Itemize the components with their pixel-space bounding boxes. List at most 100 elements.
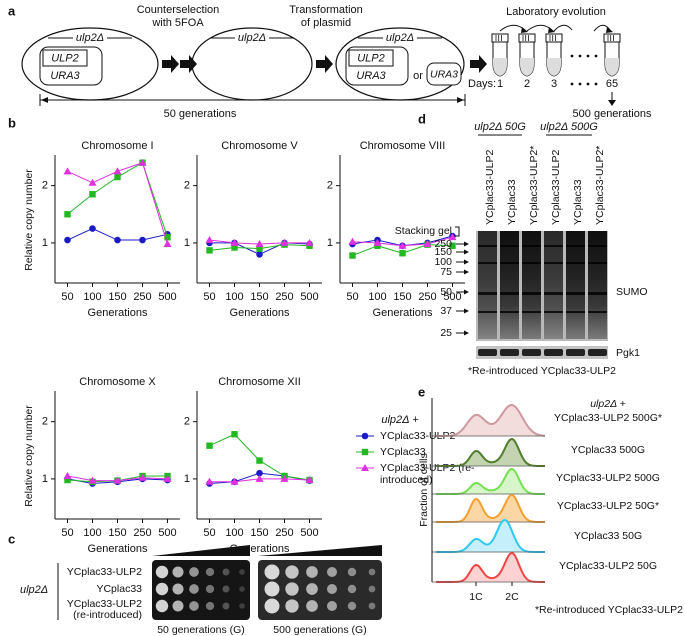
panel-label: c bbox=[8, 531, 15, 546]
point bbox=[63, 472, 72, 480]
culture bbox=[520, 58, 534, 76]
point bbox=[399, 250, 406, 257]
point bbox=[448, 233, 457, 241]
histogram-fill bbox=[436, 439, 545, 466]
size-marker: 100 bbox=[434, 256, 452, 268]
point bbox=[373, 238, 382, 246]
colony-spot bbox=[306, 566, 318, 578]
band bbox=[522, 262, 541, 264]
x-tick-label: 1C bbox=[469, 591, 483, 603]
band bbox=[544, 311, 563, 313]
step-label: Transformation bbox=[289, 4, 363, 16]
lane-signal bbox=[566, 231, 585, 339]
lane-signal bbox=[588, 231, 607, 339]
point bbox=[113, 167, 122, 175]
colony-spot bbox=[205, 601, 215, 611]
days-label: Days: bbox=[468, 78, 496, 90]
colony-spot bbox=[306, 600, 318, 612]
colony-spot bbox=[172, 600, 184, 612]
colony-spot bbox=[285, 599, 299, 613]
arrowhead bbox=[608, 100, 616, 106]
day: 2 bbox=[524, 78, 530, 90]
colony-spot bbox=[155, 599, 169, 613]
culture bbox=[493, 58, 507, 76]
arrowhead bbox=[457, 97, 464, 103]
histogram-curve bbox=[436, 551, 545, 583]
arrowhead bbox=[464, 249, 469, 255]
track-label: YCplac33-ULP2 500G* bbox=[554, 412, 662, 424]
y-tick-label: 2 bbox=[42, 180, 48, 192]
arrow bbox=[316, 55, 333, 73]
point bbox=[64, 476, 71, 484]
colony-spot bbox=[326, 600, 338, 612]
band bbox=[566, 311, 585, 313]
point bbox=[305, 238, 314, 246]
stacking-label: Stacking gel bbox=[395, 225, 452, 237]
legend-marker bbox=[361, 448, 369, 456]
point bbox=[449, 242, 456, 249]
point bbox=[256, 469, 263, 477]
y-tick-label: 2 bbox=[327, 180, 333, 192]
band bbox=[544, 292, 563, 295]
x-tick-label: 150 bbox=[393, 291, 411, 303]
colony-spot bbox=[239, 586, 245, 592]
track-label: YCplac33-ULP2 500G bbox=[556, 472, 660, 484]
chart-title: Chromosome X bbox=[79, 376, 156, 388]
point bbox=[205, 477, 214, 485]
track-label: YCplac33 50G bbox=[574, 530, 642, 542]
legend-marker bbox=[361, 464, 369, 471]
tube-cap bbox=[518, 33, 536, 43]
blot bbox=[476, 231, 608, 341]
histogram-curve bbox=[436, 493, 545, 523]
colony-spot bbox=[239, 603, 245, 609]
point bbox=[206, 247, 213, 254]
colony-spot bbox=[306, 583, 318, 595]
colony-spot bbox=[347, 584, 357, 594]
dot bbox=[570, 54, 574, 58]
colony-spot bbox=[239, 569, 245, 575]
point bbox=[114, 173, 121, 181]
loading-band bbox=[588, 349, 607, 356]
y-tick-label: 1 bbox=[42, 473, 48, 485]
colony-spot bbox=[368, 585, 376, 593]
band bbox=[588, 262, 607, 264]
y-axis-label: Relative copy number bbox=[23, 405, 35, 507]
loading-label: Pgk1 bbox=[616, 347, 640, 359]
arrowhead bbox=[464, 289, 469, 295]
y-axis-label: Fraction of cells bbox=[418, 453, 430, 527]
panel-label: b bbox=[8, 115, 16, 130]
tube-cap bbox=[545, 33, 563, 43]
x-tick-label: 50 bbox=[61, 527, 73, 539]
panel-label: a bbox=[8, 3, 16, 18]
group-label: ulp2Δ 500G bbox=[540, 121, 598, 133]
dot bbox=[586, 82, 590, 86]
dot bbox=[578, 82, 582, 86]
x-tick-label: 100 bbox=[83, 291, 101, 303]
band bbox=[478, 311, 497, 313]
point bbox=[255, 240, 264, 248]
point bbox=[163, 240, 172, 248]
x-tick-label: 250 bbox=[418, 291, 436, 303]
lane-label: YCplac33-ULP2 bbox=[550, 150, 562, 225]
track-label: YCplac33 500G bbox=[571, 444, 645, 456]
x-tick-label: 100 bbox=[368, 291, 386, 303]
point bbox=[114, 236, 121, 244]
band bbox=[500, 292, 519, 295]
point bbox=[64, 236, 71, 244]
cell-genotype: ulp2Δ bbox=[386, 32, 414, 44]
y-axis-label: Relative copy number bbox=[23, 169, 35, 271]
lane-label: YCplac33-ULP2* bbox=[528, 146, 540, 225]
x-axis-label: Generations bbox=[230, 307, 290, 319]
step-label: of plasmid bbox=[301, 17, 351, 29]
lane-label: YCplac33 bbox=[572, 179, 584, 225]
y-tick-label: 2 bbox=[184, 180, 190, 192]
tube-cap bbox=[491, 33, 509, 43]
row-label: YCplac33 bbox=[96, 583, 142, 595]
band bbox=[544, 262, 563, 264]
tube-cap bbox=[603, 33, 621, 43]
arrowhead bbox=[464, 241, 469, 247]
or: or bbox=[413, 70, 423, 82]
loading-band bbox=[544, 349, 563, 356]
point bbox=[256, 457, 263, 464]
histogram-fill bbox=[436, 469, 545, 494]
